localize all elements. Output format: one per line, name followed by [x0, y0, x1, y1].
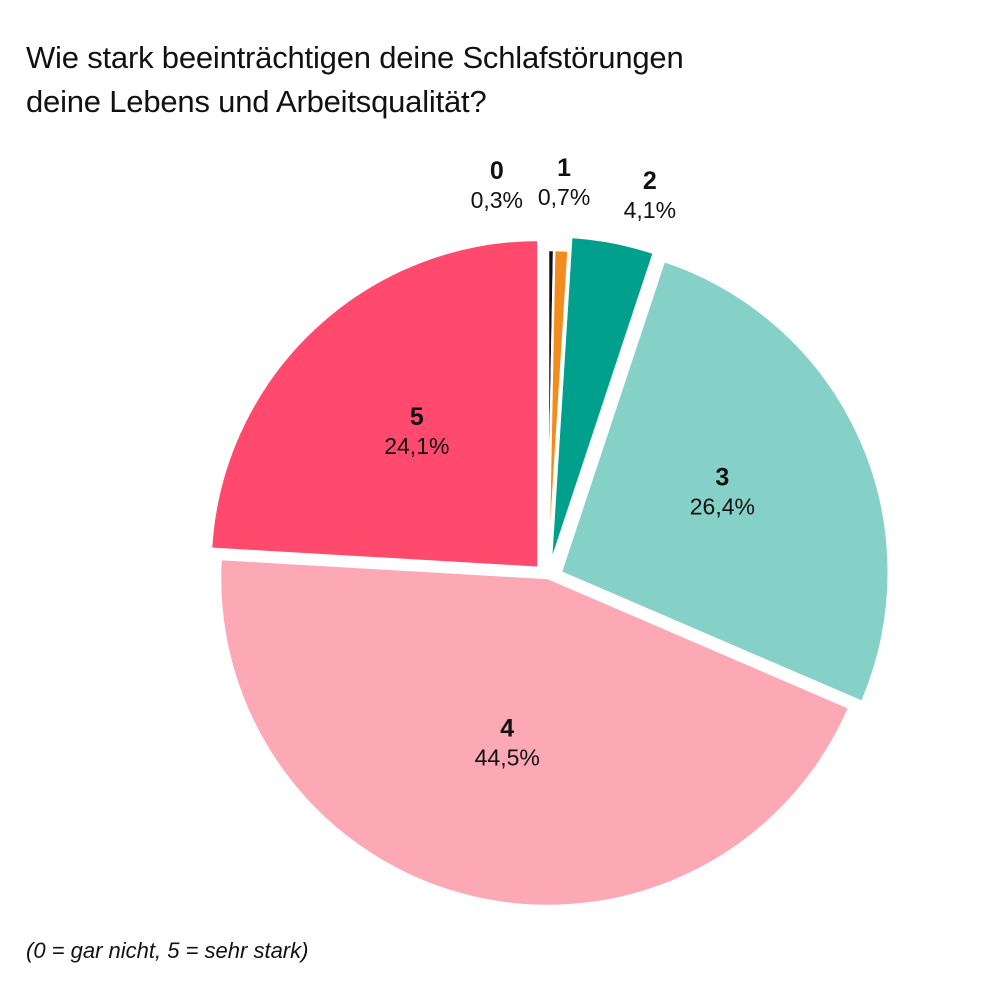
pie-slice-1 — [546, 248, 570, 580]
slice-value-label-0: 0,3% — [471, 187, 523, 213]
slice-value-label-3: 26,4% — [690, 494, 755, 520]
pie-slice-5 — [209, 238, 540, 570]
slice-category-label-0: 0 — [490, 157, 504, 185]
pie-labels: 00,3%10,7%24,1%326,4%444,5%524,1% — [384, 154, 755, 770]
chart-title: Wie stark beeinträchtigen deine Schlafst… — [26, 36, 926, 124]
pie-slices — [209, 235, 891, 908]
slice-value-label-1: 0,7% — [538, 184, 590, 210]
pie-slice-4 — [218, 557, 851, 908]
slice-category-label-3: 3 — [715, 464, 729, 492]
slice-value-label-2: 4,1% — [624, 197, 676, 223]
pie-slice-2 — [549, 235, 656, 566]
pie-slice-3 — [559, 259, 891, 704]
slice-category-label-5: 5 — [410, 403, 424, 431]
chart-footnote: (0 = gar nicht, 5 = sehr stark) — [26, 938, 309, 963]
slice-category-label-2: 2 — [643, 167, 657, 195]
slice-value-label-5: 24,1% — [384, 433, 449, 459]
slice-category-label-4: 4 — [500, 714, 514, 742]
slice-category-label-1: 1 — [557, 154, 571, 182]
chart-title-line-1: Wie stark beeinträchtigen deine Schlafst… — [26, 40, 684, 75]
chart-title-line-2: deine Lebens und Arbeitsqualität? — [26, 84, 487, 119]
slice-value-label-4: 44,5% — [475, 744, 540, 770]
